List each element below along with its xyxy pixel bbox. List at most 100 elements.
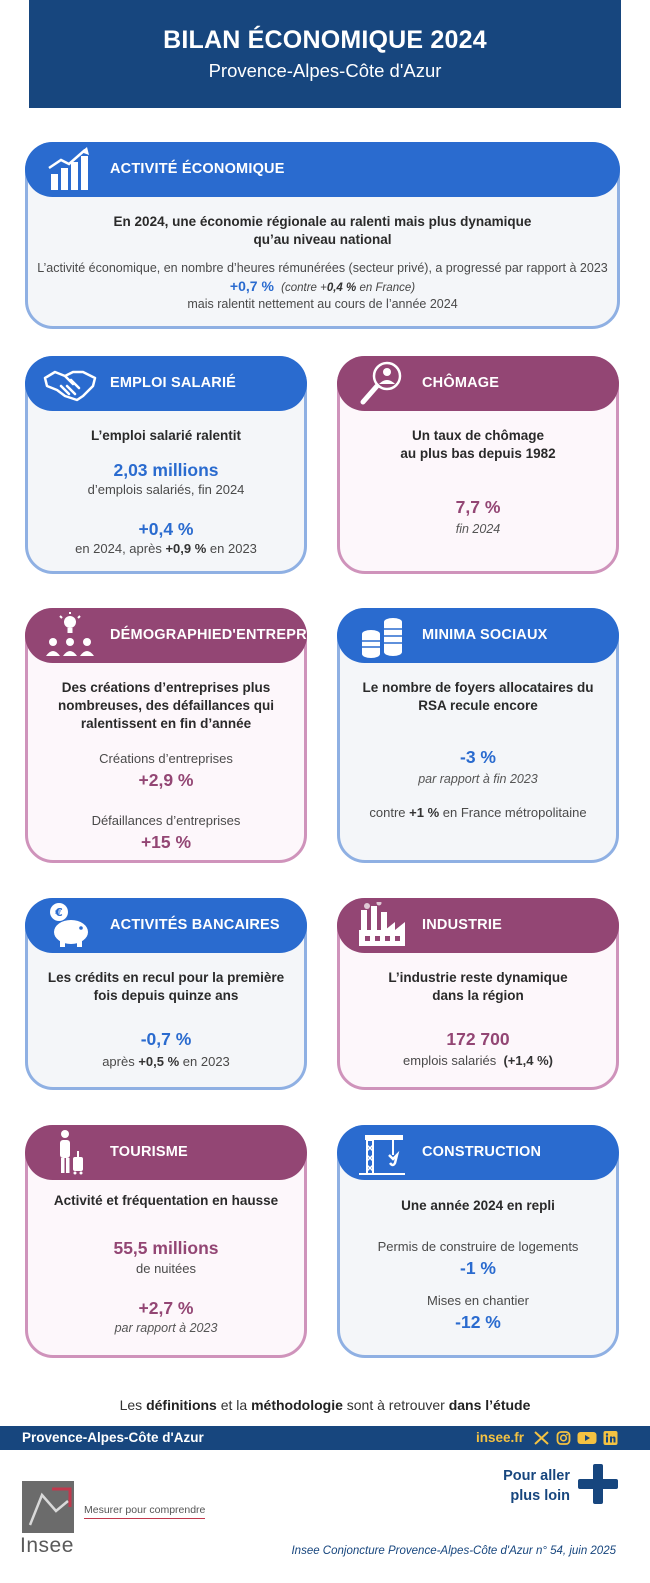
activity-conclusion: mais ralentit nettement au cours de l’an… (187, 297, 458, 311)
chantier-label: Mises en chantier (427, 1293, 529, 1308)
page-title: BILAN ÉCONOMIQUE 2024 (163, 26, 487, 54)
card-header: MINIMA SOCIAUX (337, 608, 619, 663)
compare-value: +1 % (409, 805, 440, 820)
lead-line: RSA recule encore (418, 698, 538, 713)
card-header: INDUSTRIE (337, 898, 619, 953)
learn-more-line: Pour aller (503, 1468, 570, 1484)
emploi-growth-label: en 2024, après +0,9 % en 2023 (36, 540, 296, 558)
compare-post: en France) (356, 282, 416, 294)
card-title: TOURISME (110, 1144, 188, 1160)
instagram-icon[interactable] (556, 1431, 571, 1445)
nuitees-value: 55,5 millions (113, 1238, 219, 1258)
crane-icon (359, 1135, 405, 1175)
card-lead: En 2024, une économie régionale au ralen… (42, 213, 603, 249)
card-lead: Un taux de chômage au plus bas depuis 19… (354, 427, 602, 463)
label-pre: en 2024, après (75, 541, 166, 556)
lead-line: Les crédits en recul pour la première (47, 970, 285, 985)
card-industrie: INDUSTRIE L’industrie reste dynamique da… (337, 898, 619, 1090)
label-value: (+1,4 %) (503, 1053, 553, 1068)
card-lead: Des créations d’entreprises plus nombreu… (42, 679, 290, 733)
linkedin-icon[interactable] (603, 1431, 618, 1445)
tourisme-growth-value: +2,7 % (138, 1298, 194, 1318)
learn-more-line: plus loin (510, 1488, 570, 1504)
label-post: en 2023 (179, 1054, 230, 1069)
nuitees-label: de nuitées (136, 1261, 196, 1276)
chomage-rate-value: 7,7 % (455, 497, 501, 517)
insee-site-link[interactable]: insee.fr (476, 1430, 525, 1445)
activity-value-line: +0,7 % (contre +0,4 % en France) (36, 277, 609, 297)
growth-chart-icon (48, 147, 89, 190)
x-icon[interactable] (534, 1431, 549, 1445)
title-line: DÉMOGRAPHIE (110, 627, 222, 643)
card-lead: Activité et fréquentation en hausse (53, 1193, 279, 1208)
chomage-rate-label: fin 2024 (455, 522, 501, 536)
footer-bar: Provence-Alpes-Côte d'Azur insee.fr (0, 1426, 650, 1450)
study-link[interactable]: dans l’étude (448, 1397, 531, 1413)
card-lead: L’emploi salarié ralentit (90, 428, 242, 443)
card-minima-sociaux: MINIMA SOCIAUX Le nombre de foyers alloc… (337, 608, 619, 863)
page-header: BILAN ÉCONOMIQUE 2024 Provence-Alpes-Côt… (29, 0, 621, 108)
lead-line: L’industrie reste dynamique (388, 970, 568, 985)
lead-line: En 2024, une économie régionale au ralen… (113, 214, 532, 229)
credits-label: après +0,5 % en 2023 (36, 1053, 296, 1071)
rsa-compare: contre +1 % en France métropolitaine (348, 804, 608, 822)
methodology-link[interactable]: méthodologie (251, 1397, 343, 1413)
lead-line: qu’au niveau national (253, 232, 392, 247)
idea-people-icon (46, 612, 94, 656)
card-header: ACTIVITÉ ÉCONOMIQUE (25, 142, 620, 197)
card-header: CHÔMAGE (337, 356, 619, 411)
creations-value: +2,9 % (138, 770, 194, 790)
lead-line: fois depuis quinze ans (93, 988, 239, 1003)
lead-line: au plus bas depuis 1982 (400, 446, 556, 461)
permis-value: -1 % (460, 1258, 496, 1278)
label-text: emplois salariés (403, 1053, 500, 1068)
footer-region: Provence-Alpes-Côte d'Azur (22, 1430, 204, 1445)
insee-logo-icon (22, 1481, 74, 1533)
lead-line: dans la région (432, 988, 524, 1003)
youtube-icon[interactable] (577, 1431, 597, 1445)
defaillances-value: +15 % (140, 832, 192, 852)
industrie-jobs-value: 172 700 (446, 1029, 510, 1049)
rsa-label: par rapport à fin 2023 (418, 772, 538, 786)
card-header: TOURISME (25, 1125, 307, 1180)
plus-icon[interactable] (578, 1464, 618, 1504)
creations-label: Créations d’entreprises (99, 751, 233, 766)
card-demographie-entreprises: DÉMOGRAPHIE D'ENTREPRISES Des créations … (25, 608, 340, 863)
card-title: CONSTRUCTION (422, 1144, 542, 1160)
definitions-link[interactable]: définitions (146, 1397, 217, 1413)
defaillances-label: Défaillances d’entreprises (91, 813, 241, 828)
note-text: sont à retrouver (342, 1397, 449, 1413)
card-activite-economique: ACTIVITÉ ÉCONOMIQUE En 2024, une économi… (25, 142, 620, 329)
magnifier-person-icon (360, 361, 402, 405)
svg-text:€: € (54, 906, 63, 919)
compare-value: 0,4 % (326, 282, 357, 294)
tourisme-growth-label: par rapport à 2023 (114, 1321, 218, 1335)
note-text: et la (216, 1397, 252, 1413)
card-title: ACTIVITÉS BANCAIRES (110, 917, 280, 933)
card-chomage: CHÔMAGE Un taux de chômage au plus bas d… (337, 356, 619, 574)
card-lead: Les crédits en recul pour la première fo… (42, 969, 290, 1005)
page-subtitle: Provence-Alpes-Côte d'Azur (208, 60, 442, 81)
note-text: Les (119, 1397, 147, 1413)
card-title: EMPLOI SALARIÉ (110, 375, 237, 391)
card-header: € ACTIVITÉS BANCAIRES (25, 898, 307, 953)
title-line: D'ENTREPRISES (221, 627, 341, 643)
card-header: EMPLOI SALARIÉ (25, 356, 307, 411)
card-lead: Le nombre de foyers allocataires du RSA … (354, 679, 602, 715)
lead-line: ralentissent en fin d’année (80, 716, 252, 731)
publication-reference: Insee Conjoncture Provence-Alpes-Côte d'… (291, 1545, 616, 1557)
permis-label: Permis de construire de logements (377, 1239, 579, 1254)
card-title: INDUSTRIE (422, 917, 502, 933)
card-header: DÉMOGRAPHIE D'ENTREPRISES (25, 608, 340, 663)
emploi-count-value: 2,03 millions (113, 460, 219, 480)
credits-value: -0,7 % (140, 1029, 192, 1049)
card-activites-bancaires: € ACTIVITÉS BANCAIRES Les crédits en rec… (25, 898, 307, 1090)
factory-icon (359, 902, 405, 946)
activity-description: L’activité économique, en nombre d’heure… (37, 261, 608, 275)
learn-more-link[interactable]: Pour aller plus loin (470, 1466, 570, 1506)
compare-post: en France métropolitaine (439, 805, 587, 820)
piggy-bank-icon: € (50, 903, 88, 947)
chantier-value: -12 % (455, 1312, 501, 1332)
label-value: +0,9 % (165, 541, 207, 556)
lead-line: Un taux de chômage (411, 428, 545, 443)
